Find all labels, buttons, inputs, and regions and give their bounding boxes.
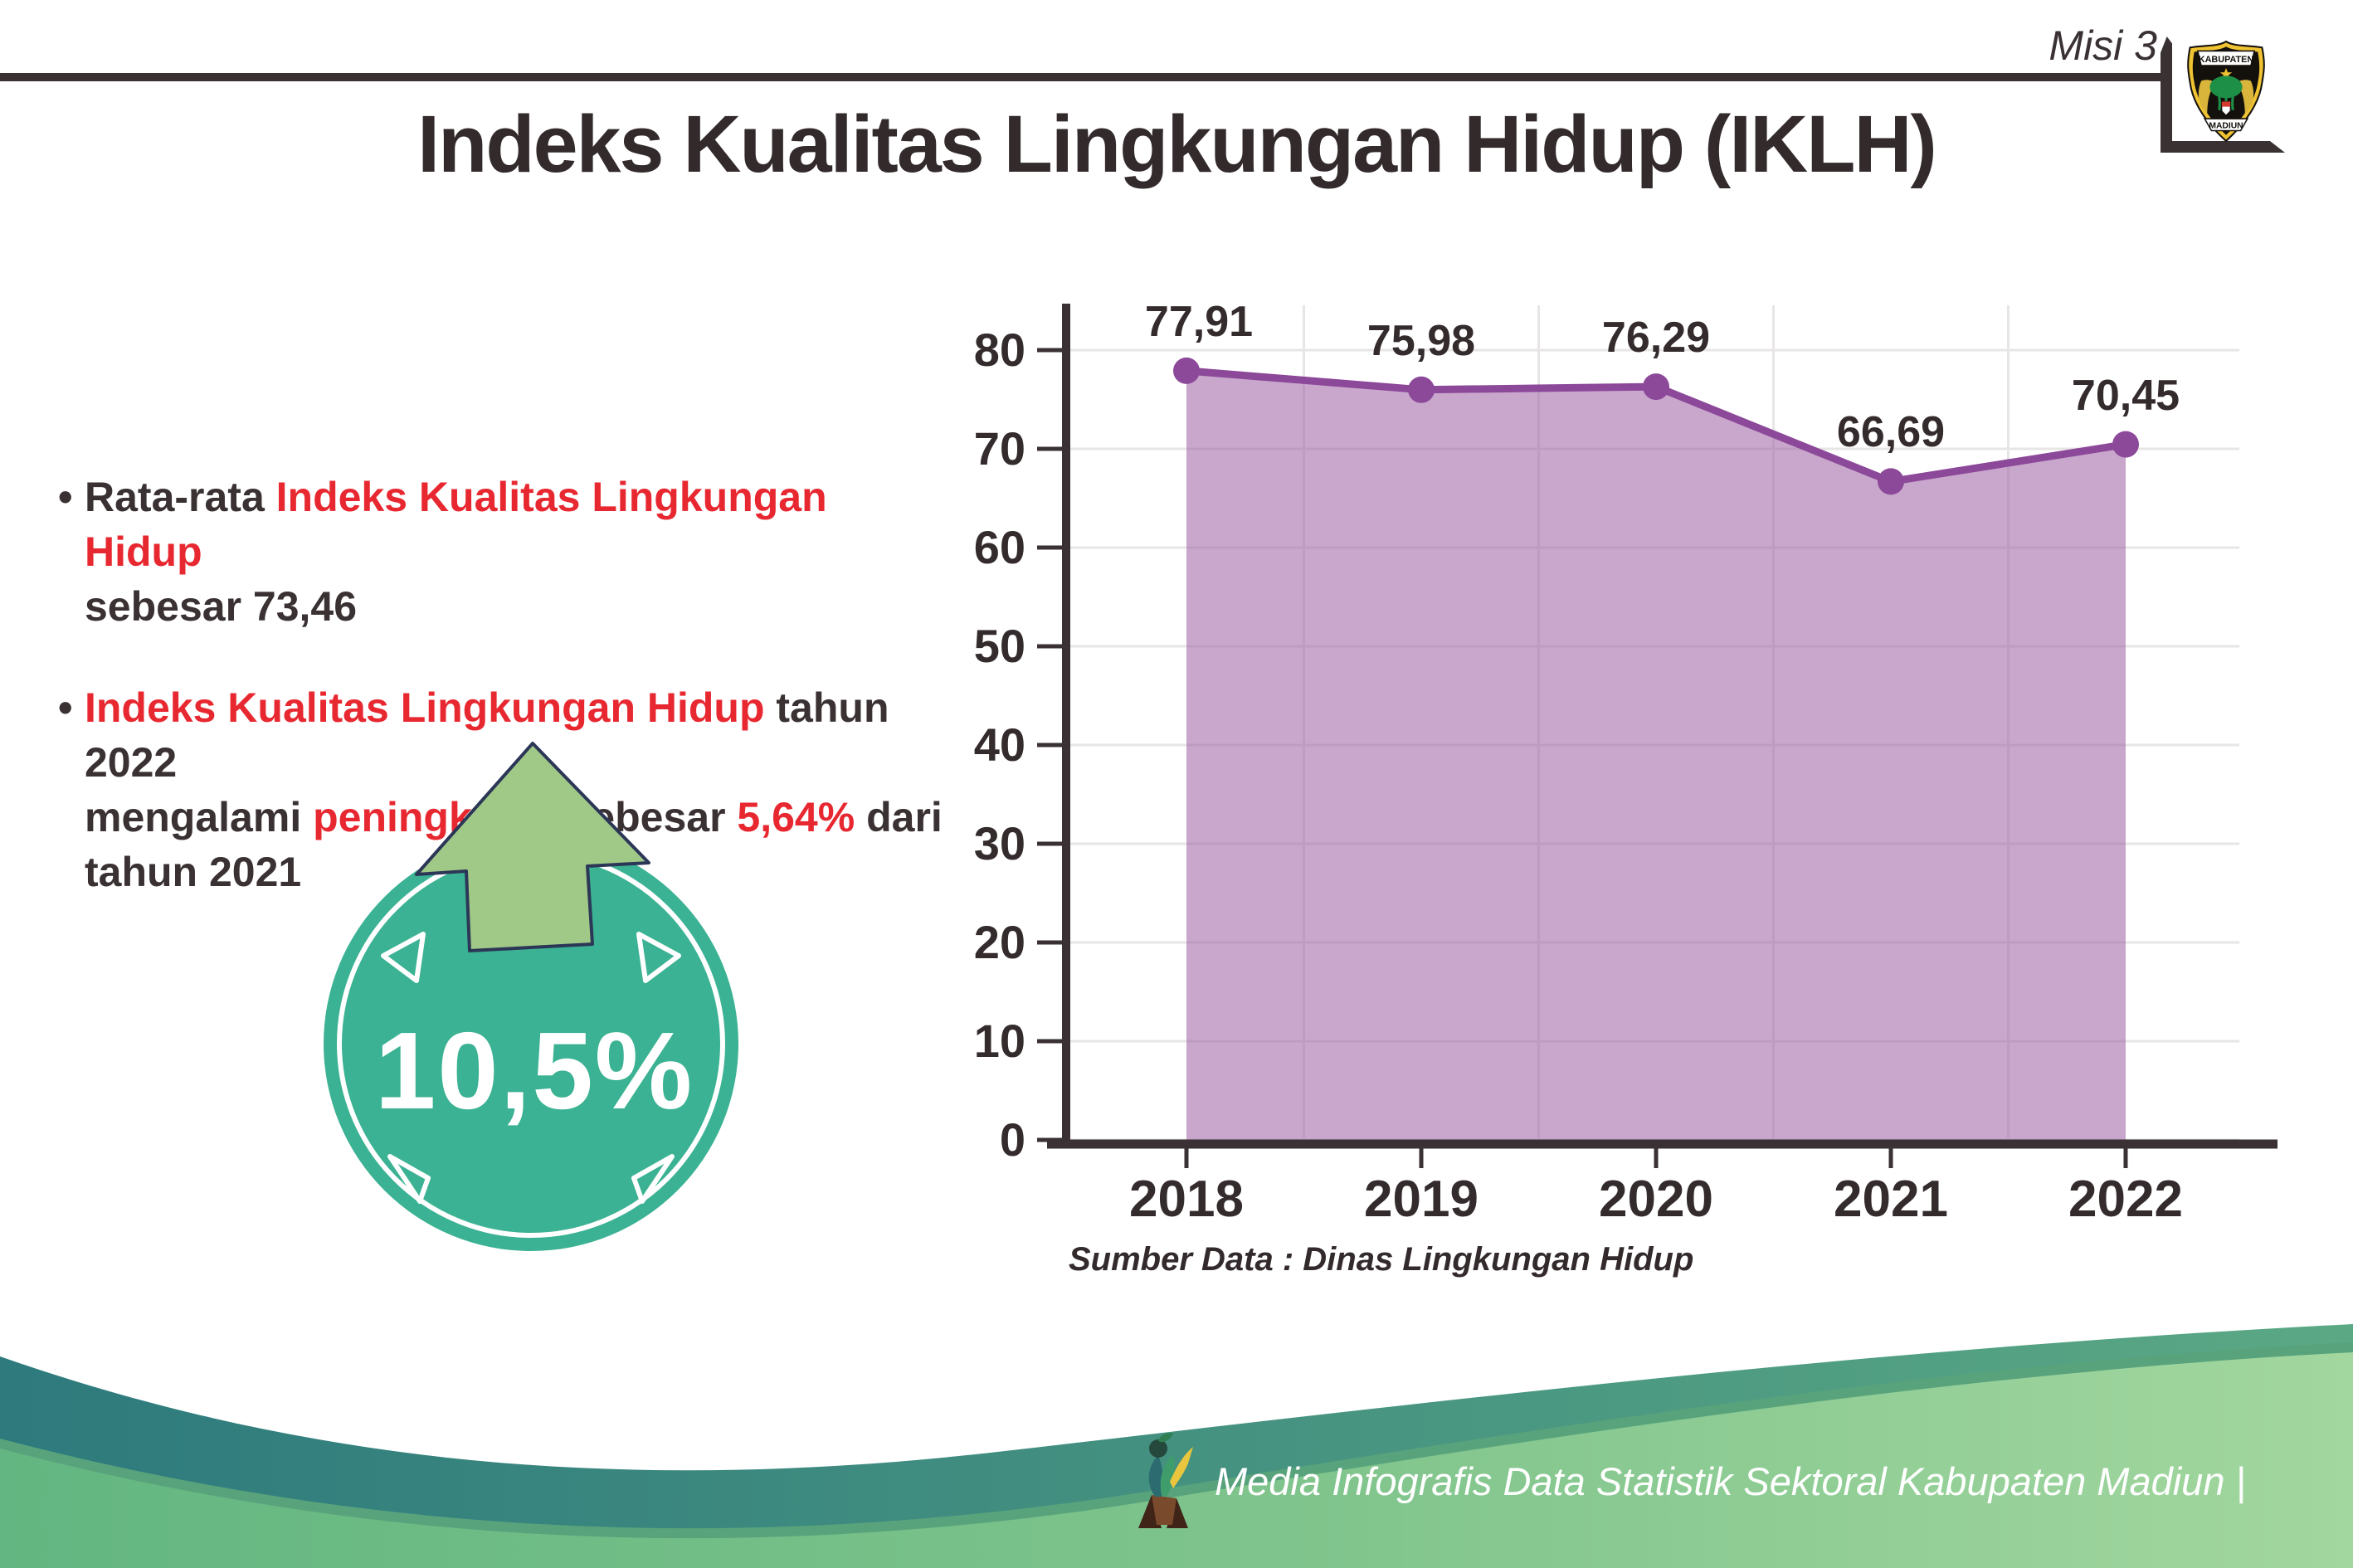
bullet1-text-black: Rata-rata — [85, 474, 276, 520]
badge-value: 10,5% — [375, 1010, 694, 1132]
bullet2-line2a: mengalami — [85, 794, 314, 840]
bullet-list: • Rata-rata Indeks Kualitas Lingkungan Hi… — [58, 470, 943, 946]
header-frame-vline — [2161, 37, 2172, 153]
bullet-item-average: • Rata-rata Indeks Kualitas Lingkungan Hi… — [58, 470, 943, 634]
mascot-body — [1152, 1495, 1176, 1525]
bullet2-line2c: dari — [855, 794, 943, 840]
bullet2-red-title: Indeks Kualitas Lingkungan Hidup — [85, 684, 765, 731]
seal-top-ribbon — [2196, 50, 2256, 66]
page-title: Indeks Kualitas Lingkungan Hidup (IKLH) — [417, 99, 1937, 189]
misi-label: Misi 3 — [2049, 22, 2157, 69]
seal-top-text: KABUPATEN — [2199, 55, 2254, 65]
header-frame-bar — [2161, 141, 2285, 153]
badge-circle — [324, 836, 738, 1251]
sparkle-triangle-top-right — [636, 932, 681, 983]
sparkle-triangle-bottom-right — [631, 1154, 675, 1204]
mascot-arm-raised — [1170, 1447, 1193, 1488]
sparkle-triangle-bottom-left — [387, 1154, 431, 1204]
mascot-head-leaf — [1158, 1433, 1173, 1443]
bullet-dot: • — [58, 474, 73, 520]
statistics-mascot-icon — [1138, 1433, 1193, 1528]
bullet1-text-red: Indeks Kualitas Lingkungan Hidup — [85, 474, 827, 575]
increase-badge: 10,5% — [324, 742, 738, 1251]
footer-credit: Media Infografis Data Statistik Sektoral… — [1215, 1459, 2246, 1503]
bullet2-line2-red2: 5,64% — [737, 794, 855, 840]
mascot-head — [1149, 1439, 1167, 1458]
seal-bottom-text: MADIUN — [2209, 121, 2243, 130]
sparkle-triangle-top-left — [381, 932, 426, 983]
green-wave — [0, 1352, 2353, 1568]
bullet2-year: tahun 2022 — [85, 684, 889, 786]
seal-bottom-ribbon — [2203, 118, 2249, 132]
bullet-item-increase: • Indeks Kualitas Lingkungan Hidup tahun … — [58, 680, 943, 899]
bullet-dot: • — [58, 684, 73, 731]
header-rule — [0, 73, 2172, 81]
kabupaten-madiun-seal-icon: KABUPATEN MADIUN — [2187, 40, 2265, 143]
bullet1-line2: sebesar 73,46 — [85, 583, 358, 630]
mascot-torso-leaf-green — [1160, 1455, 1175, 1497]
mascot-torso-leaf-teal — [1148, 1455, 1164, 1497]
bullet2-line3: tahun 2021 — [85, 849, 302, 895]
source-note: Sumber Data : Dinas Lingkungan Hidup — [1069, 1241, 1694, 1278]
up-arrow-icon — [415, 742, 650, 952]
